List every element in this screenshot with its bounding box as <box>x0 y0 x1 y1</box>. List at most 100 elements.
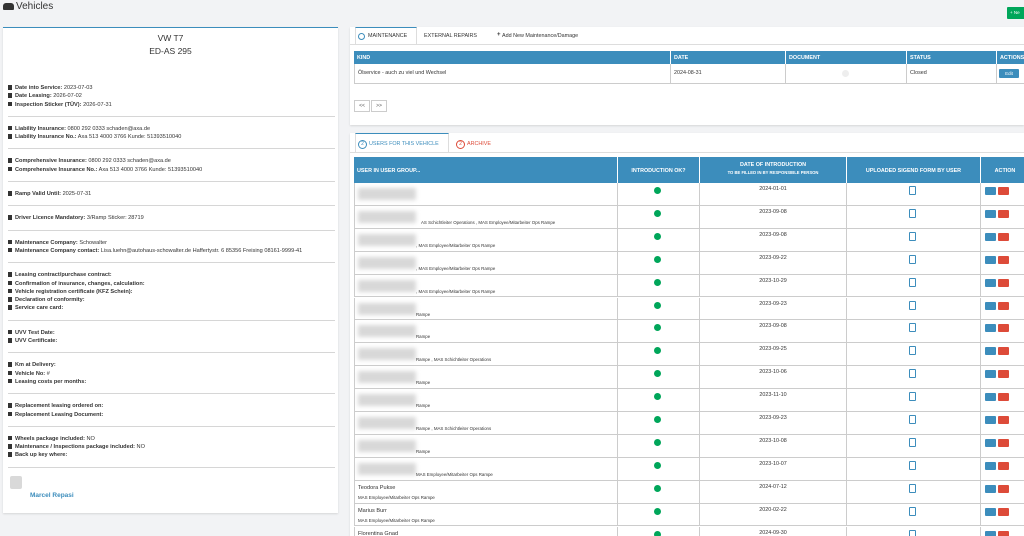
tab[interactable]: Add New Maintenance/Damage <box>502 33 578 39</box>
field-icon <box>8 444 12 449</box>
download-button[interactable] <box>985 187 996 195</box>
field-row: Comprehensive Insurance: 0800 292 0333 s… <box>8 157 335 165</box>
delete-button[interactable] <box>998 393 1009 401</box>
edit-button[interactable]: Edit <box>999 69 1019 78</box>
download-button[interactable] <box>985 210 996 218</box>
cell: Ölservice - auch zu viel und Wechsel <box>354 64 671 84</box>
field-row: Date into Service: 2023-07-03 <box>8 84 335 92</box>
cell <box>618 229 700 252</box>
download-button[interactable] <box>985 393 996 401</box>
cell <box>847 229 981 252</box>
download-button[interactable] <box>985 485 996 493</box>
cell: 2023-09-22 <box>700 252 847 275</box>
field-icon <box>8 436 12 441</box>
cell <box>618 206 700 229</box>
download-button[interactable] <box>985 302 996 310</box>
user-group: Rampe <box>416 449 430 454</box>
delete-button[interactable] <box>998 370 1009 378</box>
cell <box>847 320 981 343</box>
cell <box>981 412 1024 435</box>
tab[interactable]: EXTERNAL REPAIRS <box>424 33 477 39</box>
delete-button[interactable] <box>998 531 1009 536</box>
user-group: AS Schichtleiter Operations , MAS Employ… <box>421 220 555 225</box>
user-group: Rampe , MAS Schichtleiter Operations <box>416 426 491 431</box>
delete-button[interactable] <box>998 347 1009 355</box>
pagination-button[interactable]: >> <box>371 100 387 112</box>
delete-button[interactable] <box>998 210 1009 218</box>
field-row: Vehicle No: # <box>8 370 335 378</box>
delete-button[interactable] <box>998 302 1009 310</box>
car-icon <box>3 3 14 10</box>
download-button[interactable] <box>985 508 996 516</box>
blurred-name <box>358 463 416 475</box>
field-icon <box>8 272 12 277</box>
download-button[interactable] <box>985 531 996 536</box>
tab[interactable]: ARCHIVE <box>467 141 491 147</box>
new-button[interactable]: + Ne <box>1007 7 1024 19</box>
cell: 2023-09-08 <box>700 229 847 252</box>
cell: MAS Employee/Mitarbeiter Ops Rampe <box>354 458 618 481</box>
vehicle-plate: ED-AS 295 <box>3 46 338 56</box>
user-name[interactable]: Marcel Repasi <box>30 492 74 499</box>
field-label: Declaration of conformity: <box>15 297 85 303</box>
delete-button[interactable] <box>998 416 1009 424</box>
cell <box>981 320 1024 343</box>
delete-button[interactable] <box>998 187 1009 195</box>
cell <box>981 527 1024 536</box>
pdf-icon <box>909 232 916 241</box>
delete-button[interactable] <box>998 256 1009 264</box>
download-button[interactable] <box>985 324 996 332</box>
tab[interactable]: MAINTENANCE <box>368 33 407 39</box>
field-label: Liability Insurance: <box>15 126 66 132</box>
download-button[interactable] <box>985 347 996 355</box>
user-group: Rampe <box>416 312 430 317</box>
cell <box>847 183 981 206</box>
vehicle-name: VW T7 <box>3 33 338 43</box>
maintenance-panel: MAINTENANCEEXTERNAL REPAIRS+Add New Main… <box>350 27 1024 125</box>
delete-button[interactable] <box>998 508 1009 516</box>
download-button[interactable] <box>985 416 996 424</box>
tab-line <box>350 44 1024 45</box>
pagination-button[interactable]: << <box>354 100 370 112</box>
field-group: Driver Licence Mandatory: 3/Ramp Sticker… <box>8 206 335 230</box>
field-row: Declaration of conformity: <box>8 296 335 304</box>
user-avatar <box>10 476 22 489</box>
pdf-icon <box>909 507 916 516</box>
download-button[interactable] <box>985 279 996 287</box>
tab[interactable]: USERS FOR THIS VEHICLE <box>369 141 439 147</box>
cell <box>618 366 700 389</box>
field-row: Vehicle registration certificate (KFZ Sc… <box>8 288 335 296</box>
cell <box>847 206 981 229</box>
cell <box>847 366 981 389</box>
column-title: USER IN USER GROUP... <box>357 168 614 174</box>
delete-button[interactable] <box>998 279 1009 287</box>
delete-button[interactable] <box>998 439 1009 447</box>
field-icon <box>8 281 12 286</box>
delete-button[interactable] <box>998 324 1009 332</box>
field-icon <box>8 338 12 343</box>
cell: 2024-01-01 <box>700 183 847 206</box>
field-group: Km at Delivery:Vehicle No: #Leasing cost… <box>8 353 335 394</box>
download-button[interactable] <box>985 370 996 378</box>
download-button[interactable] <box>985 256 996 264</box>
blurred-name <box>358 280 416 292</box>
delete-button[interactable] <box>998 233 1009 241</box>
delete-button[interactable] <box>998 485 1009 493</box>
tab-line <box>350 152 1024 153</box>
cell: 2023-10-29 <box>700 275 847 298</box>
user-name: Marius Burr <box>358 508 387 514</box>
pdf-icon <box>909 415 916 424</box>
field-value: 2023-07-03 <box>64 85 93 91</box>
cell <box>618 298 700 321</box>
cell <box>847 389 981 412</box>
cell: 2023-09-23 <box>700 298 847 321</box>
download-button[interactable] <box>985 439 996 447</box>
download-button[interactable] <box>985 233 996 241</box>
field-row: Date Leasing: 2026-07-02 <box>8 92 335 100</box>
cell <box>981 366 1024 389</box>
delete-button[interactable] <box>998 462 1009 470</box>
download-button[interactable] <box>985 462 996 470</box>
cell <box>618 183 700 206</box>
pdf-icon <box>909 301 916 310</box>
check-icon <box>654 508 661 515</box>
